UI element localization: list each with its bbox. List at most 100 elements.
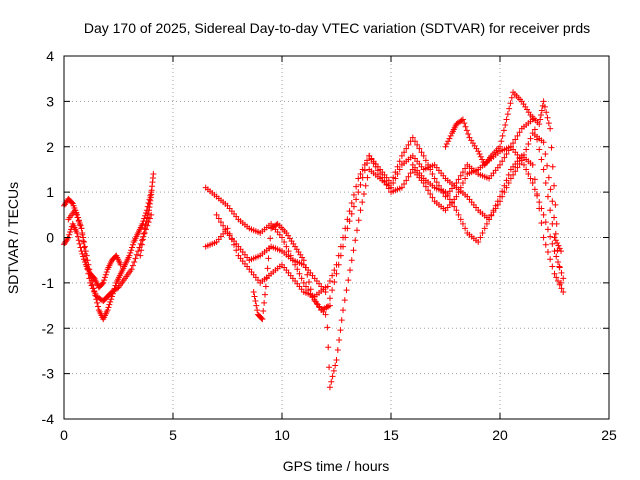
data-point-s3 [82, 257, 89, 264]
data-point-s3 [83, 261, 90, 268]
data-point-s6 [330, 367, 337, 374]
data-point-s7 [429, 194, 436, 201]
data-point-s9 [536, 121, 543, 128]
data-point-s6 [348, 257, 355, 264]
data-point-s6 [329, 373, 336, 380]
axis-ticks: 0 5 10 15 20 25 -4 -3 -2 -1 0 1 2 3 4 [42, 48, 617, 443]
data-point-s8 [267, 235, 274, 242]
data-point-s8 [302, 264, 309, 271]
data-point-s3 [85, 270, 92, 277]
data-point-s2 [103, 268, 110, 275]
data-point-s9 [544, 114, 551, 121]
data-point-s5 [326, 295, 333, 302]
data-point-s5 [353, 196, 360, 203]
data-point-s7 [346, 208, 353, 215]
data-point-s1 [129, 244, 136, 251]
data-point-s2 [64, 235, 71, 242]
data-point-s2 [74, 233, 81, 240]
data-point-s5 [302, 283, 309, 290]
data-point-s8 [260, 308, 267, 315]
data-point-s6 [560, 288, 567, 295]
data-point-s8 [326, 302, 333, 309]
data-point-s8 [300, 257, 307, 264]
data-point-s3 [114, 285, 121, 292]
data-point-s7 [427, 190, 434, 197]
data-point-s8 [265, 255, 272, 262]
data-point-s7 [364, 157, 371, 164]
data-point-s5 [459, 169, 466, 176]
data-point-s10 [459, 220, 466, 227]
data-point-s9 [506, 105, 513, 112]
data-point-s1 [81, 239, 88, 246]
data-point-s3 [73, 210, 80, 217]
data-point-s5 [350, 203, 357, 210]
data-point-s3 [79, 231, 86, 238]
x-tick-label: 10 [274, 427, 290, 443]
data-point-s7 [329, 272, 336, 279]
data-point-s3 [80, 238, 87, 245]
data-point-s5 [554, 239, 561, 246]
data-point-s7 [326, 278, 333, 285]
data-point-s5 [503, 151, 510, 158]
data-point-s7 [455, 189, 462, 196]
data-point-s5 [420, 152, 427, 159]
data-point-s7 [523, 166, 530, 173]
data-point-s5 [405, 141, 412, 148]
data-point-s5 [411, 138, 418, 145]
data-point-s1 [107, 298, 114, 305]
data-point-s5 [396, 158, 403, 165]
y-tick-label: -3 [42, 366, 55, 382]
data-point-s3 [86, 275, 93, 282]
data-point-s7 [407, 170, 414, 177]
data-point-s5 [409, 134, 416, 141]
data-point-s4 [139, 241, 146, 248]
y-tick-label: 4 [46, 48, 54, 64]
data-point-s6 [540, 234, 547, 241]
data-point-s7 [531, 186, 538, 193]
data-point-s5 [536, 146, 543, 153]
data-point-s9 [462, 123, 469, 130]
data-point-s10 [510, 171, 517, 178]
data-point-s6 [341, 297, 348, 304]
data-point-s6 [336, 337, 343, 344]
data-point-s8 [253, 302, 260, 309]
data-point-s7 [372, 163, 379, 170]
data-point-s10 [503, 184, 510, 191]
data-point-s8 [306, 278, 313, 285]
data-point-s8 [252, 298, 259, 305]
data-point-s5 [429, 170, 436, 177]
data-point-s6 [542, 241, 549, 248]
data-point-s5 [455, 176, 462, 183]
data-point-s5 [398, 152, 405, 159]
y-tick-label: 1 [46, 184, 54, 200]
data-point-s7 [368, 156, 375, 163]
data-point-s10 [451, 203, 458, 210]
data-point-s7 [401, 180, 408, 187]
data-point-s9 [445, 138, 452, 145]
data-point-s7 [322, 288, 329, 295]
data-point-s6 [364, 174, 371, 181]
data-point-s8 [273, 221, 280, 228]
x-tick-label: 15 [383, 427, 399, 443]
data-points [61, 89, 567, 391]
data-point-s5 [551, 234, 558, 241]
data-point-s10 [486, 216, 493, 223]
data-point-s5 [403, 145, 410, 152]
data-point-s5 [433, 179, 440, 186]
data-point-s5 [540, 166, 547, 173]
data-point-s10 [516, 160, 523, 167]
data-point-s7 [337, 243, 344, 250]
data-point-s9 [540, 98, 547, 105]
data-point-s6 [392, 175, 399, 182]
data-point-s6 [340, 307, 347, 314]
data-point-s5 [547, 207, 554, 214]
data-point-s6 [362, 182, 369, 189]
data-point-s6 [355, 217, 362, 224]
data-point-s6 [544, 249, 551, 256]
data-point-s5 [401, 149, 408, 156]
data-point-s10 [540, 139, 547, 146]
data-point-s7 [353, 183, 360, 190]
data-point-s5 [296, 270, 303, 277]
data-point-s6 [350, 247, 357, 254]
y-tick-label: 3 [46, 93, 54, 109]
